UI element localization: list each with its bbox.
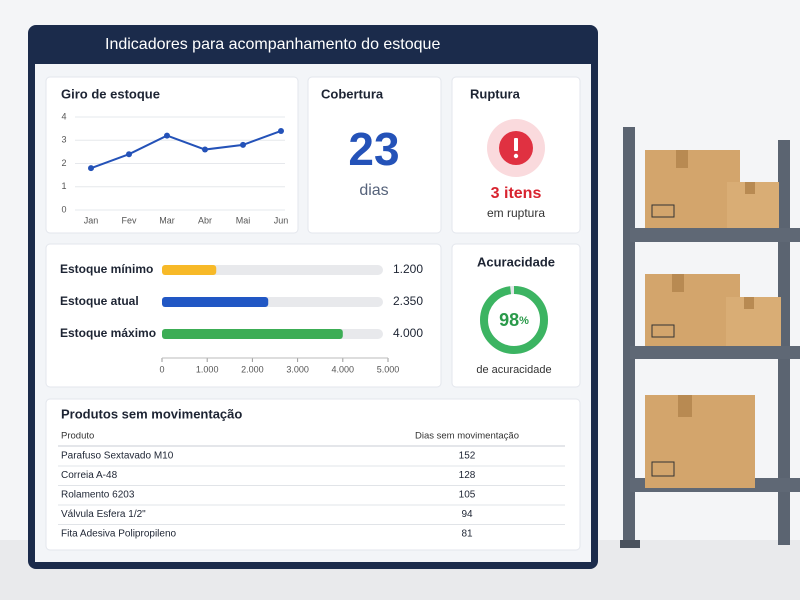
accuracy-title: Acuracidade <box>477 254 555 269</box>
bar <box>162 265 217 275</box>
stockout-title: Ruptura <box>470 86 521 101</box>
bar <box>162 297 269 307</box>
point <box>164 132 170 139</box>
table-title: Produtos sem movimentação <box>61 406 242 421</box>
coverage-unit: dias <box>359 182 388 199</box>
stockout-caption: em ruptura <box>487 206 545 220</box>
x-tick-label: Mar <box>159 215 175 225</box>
bar-track <box>162 265 383 275</box>
value-label: 1.200 <box>393 262 423 276</box>
bar-label: Estoque mínimo <box>60 262 153 276</box>
cell: Fita Adesiva Polipropileno <box>61 529 177 540</box>
turnover-title: Giro de estoque <box>61 86 160 101</box>
value-label: 2.350 <box>393 294 423 308</box>
boxes <box>645 150 781 488</box>
y-tick-label: 2 <box>61 158 66 168</box>
cell: 128 <box>459 470 476 481</box>
table-card <box>45 398 581 551</box>
x-tick-label: Mai <box>236 215 251 225</box>
accuracy-value: 98% <box>499 310 529 330</box>
point <box>126 151 132 158</box>
header-title: Indicadores para acompanhamento do estoq… <box>105 36 440 53</box>
x-tick-label: Jan <box>84 215 99 225</box>
accuracy-caption: de acuracidade <box>476 364 551 376</box>
y-tick-label: 1 <box>61 181 66 191</box>
value-label: 4.000 <box>393 326 423 340</box>
x-tick-label: Abr <box>198 215 212 225</box>
column-header: Dias sem movimentação <box>415 431 519 442</box>
cell: Válvula Esfera 1/2" <box>61 509 146 520</box>
point <box>88 165 94 172</box>
y-tick-label: 4 <box>61 111 66 121</box>
coverage-card <box>307 76 442 234</box>
point <box>278 127 284 134</box>
x-tick-label: 4.000 <box>332 364 355 374</box>
accuracy-number: 98 <box>499 310 519 330</box>
point <box>240 141 246 148</box>
alert-icon <box>487 119 545 177</box>
cell: Correia A-48 <box>61 470 118 481</box>
accuracy-unit: % <box>519 315 529 327</box>
y-tick-label: 3 <box>61 135 66 145</box>
x-tick-label: Jun <box>274 215 289 225</box>
cell: Rolamento 6203 <box>61 490 135 501</box>
cell: 94 <box>461 509 473 520</box>
x-tick-label: 0 <box>159 364 164 374</box>
x-tick-label: Fev <box>121 215 137 225</box>
stock-levels-card <box>45 243 442 388</box>
cell: 152 <box>459 451 476 462</box>
stockout-value: 3 itens <box>491 185 542 202</box>
y-tick-label: 0 <box>61 204 66 214</box>
gauge-arc <box>480 286 548 354</box>
point <box>202 146 208 153</box>
column-header: Produto <box>61 431 94 442</box>
bar-label: Estoque atual <box>60 294 139 308</box>
coverage-title: Cobertura <box>321 86 384 101</box>
accuracy-card <box>451 243 581 388</box>
bar <box>162 329 343 339</box>
shelf <box>620 127 800 548</box>
x-tick-label: 5.000 <box>377 364 400 374</box>
cell: 105 <box>459 490 476 501</box>
x-tick-label: 2.000 <box>241 364 264 374</box>
cell: Parafuso Sextavado M10 <box>61 451 174 462</box>
x-tick-label: 1.000 <box>196 364 219 374</box>
cell: 81 <box>461 529 473 540</box>
turnover-card <box>45 76 299 234</box>
coverage-value: 23 <box>348 123 399 175</box>
bar-label: Estoque máximo <box>60 326 156 340</box>
x-tick-label: 3.000 <box>286 364 309 374</box>
line <box>90 130 282 170</box>
